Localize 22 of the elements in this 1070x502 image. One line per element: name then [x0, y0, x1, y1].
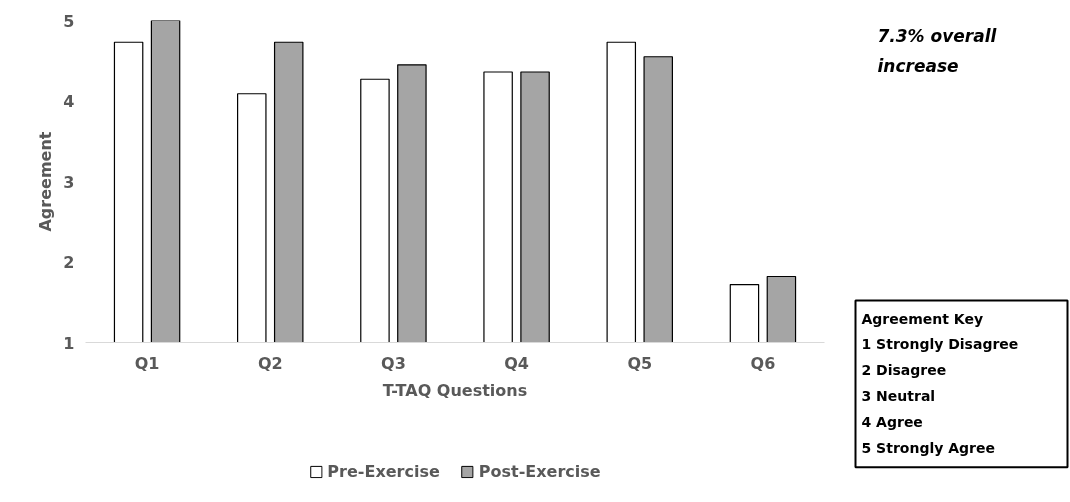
text: Agreement Key: [861, 310, 984, 327]
x-tick-label: Q4: [504, 353, 529, 373]
x-tick-label: Q3: [381, 353, 406, 373]
y-tick-label: 2: [63, 253, 75, 272]
legend-label: Post-Exercise: [478, 461, 601, 481]
legend-label: Pre-Exercise: [327, 461, 440, 481]
text: 1 Strongly Disagree: [861, 336, 1019, 353]
y-axis-title: Agreement: [36, 131, 56, 232]
text: 5 Strongly Agree: [861, 439, 995, 456]
text: 2 Disagree: [861, 362, 947, 379]
text: 4 Agree: [861, 413, 923, 430]
x-tick-label: Q6: [750, 353, 776, 373]
x-axis-title: T-TAQ Questions: [382, 380, 528, 400]
y-tick-label: 3: [63, 172, 75, 192]
y-tick-label: 4: [63, 92, 75, 111]
text: 7.3% overall increase: [877, 25, 998, 76]
text: 3 Neutral: [861, 387, 936, 404]
x-tick-label: Q2: [257, 353, 283, 373]
y-tick-label: 5: [63, 11, 75, 31]
x-tick-label: Q1: [134, 353, 160, 373]
x-tick-label: Q5: [627, 353, 653, 373]
y-tick-label: 1: [63, 333, 75, 353]
